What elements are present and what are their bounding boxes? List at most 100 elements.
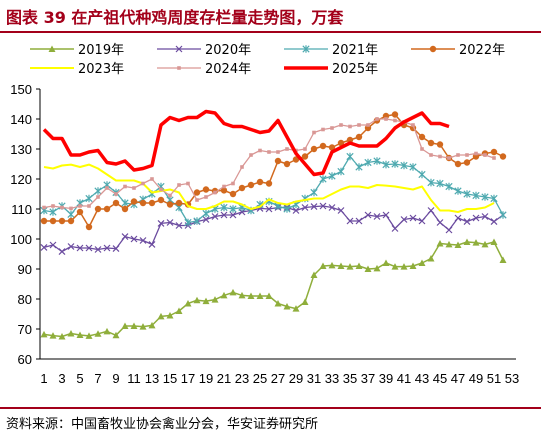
data-point xyxy=(139,323,147,330)
data-point xyxy=(69,206,73,211)
data-point xyxy=(123,184,127,189)
y-tick-label: 100 xyxy=(10,232,32,247)
series-line xyxy=(43,163,495,213)
x-tick-label: 51 xyxy=(487,371,501,386)
data-point xyxy=(292,207,300,214)
data-point xyxy=(67,217,75,225)
data-point xyxy=(238,184,246,192)
data-point xyxy=(157,196,165,204)
data-point xyxy=(202,216,210,223)
data-point xyxy=(130,198,138,205)
data-point xyxy=(159,187,163,192)
data-point xyxy=(427,178,435,187)
x-tick-label: 5 xyxy=(76,371,83,386)
data-point xyxy=(87,204,91,208)
data-point xyxy=(105,186,109,190)
x-tick-label: 35 xyxy=(343,371,357,386)
legend-item: 2020年 xyxy=(157,43,251,58)
data-point xyxy=(85,194,93,203)
data-point xyxy=(211,213,219,220)
series-2024年 xyxy=(42,117,496,211)
data-point xyxy=(481,193,489,201)
data-point xyxy=(328,144,336,151)
data-point xyxy=(490,218,498,226)
series-2020年 xyxy=(40,202,507,256)
data-point xyxy=(364,265,372,272)
data-point xyxy=(60,205,64,210)
data-point xyxy=(456,153,460,157)
series-2019年 xyxy=(40,238,507,340)
y-tick-label: 90 xyxy=(18,262,32,277)
data-point xyxy=(454,187,462,195)
data-point xyxy=(175,307,183,314)
data-point xyxy=(330,126,334,130)
data-point xyxy=(400,161,408,170)
data-point xyxy=(258,148,262,153)
data-point xyxy=(202,186,210,193)
data-point xyxy=(193,189,201,196)
data-point xyxy=(220,203,228,212)
data-point xyxy=(481,213,489,220)
y-tick-label: 70 xyxy=(18,322,32,337)
data-point xyxy=(348,124,352,129)
data-point xyxy=(483,153,487,157)
data-point xyxy=(175,199,183,207)
x-tick-label: 25 xyxy=(253,371,267,386)
series-line xyxy=(43,205,504,253)
data-point xyxy=(481,240,489,248)
x-tick-label: 17 xyxy=(181,371,195,386)
data-point xyxy=(121,322,129,329)
data-point xyxy=(256,292,264,299)
data-point xyxy=(355,163,363,171)
data-point xyxy=(418,217,426,225)
data-point xyxy=(411,123,415,127)
x-tick-label: 45 xyxy=(433,371,447,386)
data-point xyxy=(265,292,273,299)
data-point xyxy=(184,218,192,227)
x-tick-label: 41 xyxy=(397,371,411,386)
data-point xyxy=(346,263,354,270)
data-point xyxy=(382,259,390,266)
data-point xyxy=(337,207,345,214)
data-point xyxy=(121,233,129,241)
data-point xyxy=(357,123,361,127)
x-tick-label: 19 xyxy=(199,371,213,386)
data-point xyxy=(247,292,255,299)
data-point xyxy=(337,262,345,269)
data-point xyxy=(310,271,318,278)
data-point xyxy=(463,238,471,245)
data-point xyxy=(391,160,399,168)
legend-marker xyxy=(175,45,183,53)
data-point xyxy=(310,203,318,211)
data-point xyxy=(375,117,379,121)
data-point xyxy=(94,330,102,337)
series-2022年 xyxy=(40,111,507,231)
data-point xyxy=(114,192,118,196)
data-point xyxy=(355,262,363,269)
data-point xyxy=(67,243,75,250)
x-tick-label: 9 xyxy=(112,371,119,386)
data-point xyxy=(121,205,129,213)
data-point xyxy=(166,201,174,208)
data-point xyxy=(418,259,426,266)
data-point xyxy=(67,210,75,219)
data-point xyxy=(283,303,291,310)
data-point xyxy=(454,160,462,168)
data-point xyxy=(427,207,435,214)
data-point xyxy=(49,208,57,216)
data-point xyxy=(184,300,192,307)
x-tick-label: 1 xyxy=(40,371,47,386)
data-point xyxy=(429,153,433,157)
data-point xyxy=(418,133,426,141)
data-point xyxy=(472,214,480,222)
data-point xyxy=(67,330,75,337)
legend-marker xyxy=(302,45,310,53)
data-point xyxy=(283,205,291,213)
legend-item: 2023年 xyxy=(30,62,124,77)
data-point xyxy=(328,261,336,269)
data-point xyxy=(166,312,174,319)
data-point xyxy=(141,181,145,186)
legend-marker xyxy=(48,45,56,52)
data-point xyxy=(436,219,444,226)
data-point xyxy=(319,175,327,183)
